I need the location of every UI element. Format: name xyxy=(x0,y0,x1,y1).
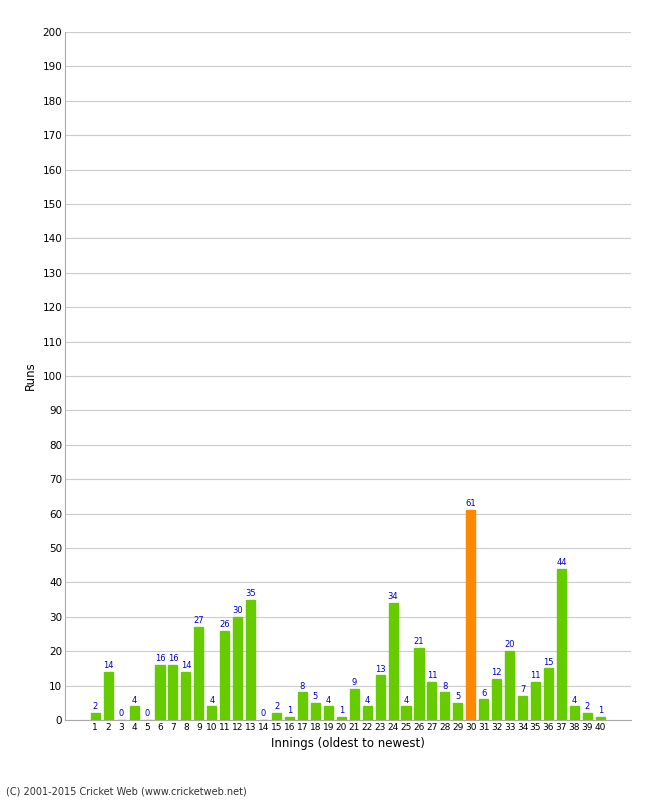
Bar xyxy=(505,651,514,720)
Text: 1: 1 xyxy=(287,706,292,715)
Text: 0: 0 xyxy=(144,710,150,718)
Text: 11: 11 xyxy=(426,671,437,681)
Bar xyxy=(194,627,203,720)
Bar xyxy=(440,693,449,720)
Text: 0: 0 xyxy=(118,710,124,718)
Text: 15: 15 xyxy=(543,658,554,666)
Bar xyxy=(220,630,229,720)
Text: 0: 0 xyxy=(261,710,266,718)
Bar xyxy=(246,600,255,720)
Text: (C) 2001-2015 Cricket Web (www.cricketweb.net): (C) 2001-2015 Cricket Web (www.cricketwe… xyxy=(6,786,247,796)
Text: 13: 13 xyxy=(375,665,385,674)
Bar xyxy=(168,665,177,720)
Bar xyxy=(389,603,398,720)
Text: 44: 44 xyxy=(556,558,567,567)
Bar xyxy=(350,689,359,720)
Bar xyxy=(531,682,540,720)
Bar xyxy=(376,675,385,720)
Text: 4: 4 xyxy=(326,695,331,705)
Bar xyxy=(311,702,320,720)
Text: 16: 16 xyxy=(155,654,165,663)
Text: 8: 8 xyxy=(300,682,305,690)
Bar xyxy=(583,713,592,720)
Bar xyxy=(479,699,488,720)
Text: 27: 27 xyxy=(194,616,204,626)
Text: 4: 4 xyxy=(131,695,136,705)
Text: 1: 1 xyxy=(339,706,344,715)
Bar xyxy=(415,648,424,720)
Text: 2: 2 xyxy=(585,702,590,711)
Text: 21: 21 xyxy=(413,637,424,646)
Text: 16: 16 xyxy=(168,654,178,663)
Bar xyxy=(337,717,346,720)
Bar xyxy=(233,617,242,720)
Bar xyxy=(466,510,475,720)
Text: 9: 9 xyxy=(352,678,357,687)
Bar xyxy=(91,713,99,720)
Text: 7: 7 xyxy=(520,685,525,694)
Bar xyxy=(570,706,579,720)
Bar xyxy=(155,665,164,720)
Bar xyxy=(298,693,307,720)
Text: 26: 26 xyxy=(220,620,230,629)
Text: 5: 5 xyxy=(455,692,460,701)
Text: 35: 35 xyxy=(245,589,256,598)
Bar xyxy=(402,706,411,720)
Text: 14: 14 xyxy=(103,661,114,670)
Text: 20: 20 xyxy=(504,641,515,650)
Bar xyxy=(103,672,112,720)
Text: 4: 4 xyxy=(209,695,215,705)
Bar xyxy=(544,669,553,720)
Bar xyxy=(207,706,216,720)
Bar xyxy=(596,717,605,720)
Text: 4: 4 xyxy=(404,695,409,705)
Text: 4: 4 xyxy=(365,695,370,705)
Bar xyxy=(272,713,281,720)
Bar xyxy=(428,682,436,720)
Y-axis label: Runs: Runs xyxy=(24,362,37,390)
Text: 14: 14 xyxy=(181,661,191,670)
Text: 5: 5 xyxy=(313,692,318,701)
Text: 6: 6 xyxy=(481,689,486,698)
Text: 8: 8 xyxy=(442,682,448,690)
Text: 2: 2 xyxy=(274,702,279,711)
Text: 30: 30 xyxy=(232,606,243,615)
Text: 61: 61 xyxy=(465,499,476,509)
Bar xyxy=(557,569,566,720)
Text: 11: 11 xyxy=(530,671,541,681)
Text: 34: 34 xyxy=(388,592,398,602)
X-axis label: Innings (oldest to newest): Innings (oldest to newest) xyxy=(271,738,424,750)
Bar xyxy=(363,706,372,720)
Bar xyxy=(181,672,190,720)
Text: 4: 4 xyxy=(572,695,577,705)
Bar xyxy=(285,717,294,720)
Text: 1: 1 xyxy=(597,706,603,715)
Bar xyxy=(129,706,138,720)
Bar xyxy=(518,696,527,720)
Text: 2: 2 xyxy=(92,702,98,711)
Bar xyxy=(324,706,333,720)
Bar xyxy=(453,702,462,720)
Text: 12: 12 xyxy=(491,668,502,677)
Bar xyxy=(492,678,501,720)
